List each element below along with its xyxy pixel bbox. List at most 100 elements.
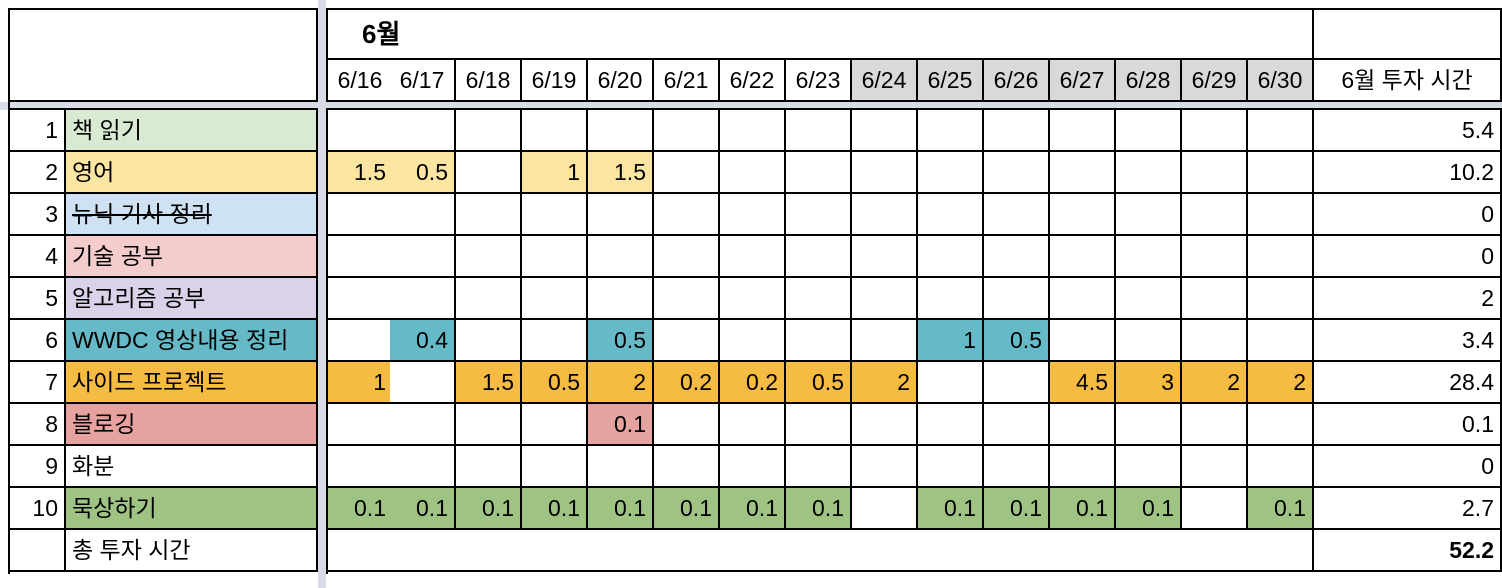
hours-cell[interactable]: 2: [588, 362, 654, 404]
hours-cell[interactable]: [328, 278, 394, 320]
hours-cell[interactable]: [588, 194, 654, 236]
frozen-row-divider[interactable]: [0, 102, 1502, 110]
hours-cell[interactable]: [654, 320, 720, 362]
hours-cell[interactable]: 0.1: [654, 488, 720, 530]
hours-cell[interactable]: [918, 362, 984, 404]
hours-cell[interactable]: [984, 278, 1050, 320]
hours-cell[interactable]: [918, 236, 984, 278]
hours-cell[interactable]: [720, 446, 786, 488]
hours-cell[interactable]: [654, 404, 720, 446]
hours-cell[interactable]: 0.1: [1116, 488, 1182, 530]
hours-cell[interactable]: [654, 446, 720, 488]
date-header[interactable]: 6/18: [456, 60, 522, 102]
hours-cell[interactable]: [1182, 278, 1248, 320]
hours-cell[interactable]: [522, 278, 588, 320]
footer-number-cell[interactable]: [10, 530, 66, 572]
hours-cell[interactable]: [1182, 236, 1248, 278]
hours-cell[interactable]: [918, 446, 984, 488]
hours-cell[interactable]: [328, 320, 394, 362]
hours-cell[interactable]: [1116, 404, 1182, 446]
hours-cell[interactable]: [522, 194, 588, 236]
hours-cell[interactable]: [1248, 236, 1314, 278]
hours-cell[interactable]: [1248, 320, 1314, 362]
hours-cell[interactable]: [390, 404, 456, 446]
hours-cell[interactable]: 0.1: [720, 488, 786, 530]
hours-cell[interactable]: 0.5: [786, 362, 852, 404]
hours-cell[interactable]: [852, 194, 918, 236]
hours-cell[interactable]: [1116, 194, 1182, 236]
row-number[interactable]: 5: [10, 278, 66, 320]
hours-cell[interactable]: [1248, 194, 1314, 236]
hours-cell[interactable]: [1182, 446, 1248, 488]
date-header[interactable]: 6/17: [390, 60, 456, 102]
hours-cell[interactable]: [390, 446, 456, 488]
hours-cell[interactable]: [1182, 488, 1248, 530]
hours-cell[interactable]: [984, 404, 1050, 446]
hours-cell[interactable]: [1050, 194, 1116, 236]
hours-cell[interactable]: [588, 278, 654, 320]
hours-cell[interactable]: [918, 278, 984, 320]
hours-cell[interactable]: [456, 110, 522, 152]
hours-cell[interactable]: [720, 152, 786, 194]
hours-cell[interactable]: [328, 194, 394, 236]
hours-cell[interactable]: [786, 446, 852, 488]
hours-cell[interactable]: [984, 446, 1050, 488]
hours-cell[interactable]: 1.5: [588, 152, 654, 194]
hours-cell[interactable]: [1116, 110, 1182, 152]
hours-cell[interactable]: 0.1: [328, 488, 394, 530]
hours-cell[interactable]: 2: [1248, 362, 1314, 404]
footer-label[interactable]: 총 투자 시간: [66, 530, 318, 572]
hours-cell[interactable]: [1116, 236, 1182, 278]
hours-cell[interactable]: [328, 110, 394, 152]
row-number[interactable]: 3: [10, 194, 66, 236]
hours-cell[interactable]: 0.2: [720, 362, 786, 404]
date-header[interactable]: 6/19: [522, 60, 588, 102]
hours-cell[interactable]: [786, 278, 852, 320]
hours-cell[interactable]: [918, 194, 984, 236]
hours-cell[interactable]: [654, 152, 720, 194]
hours-cell[interactable]: 0.1: [588, 404, 654, 446]
activity-label[interactable]: 뉴닉 기사 정리: [66, 194, 318, 236]
hours-cell[interactable]: [984, 152, 1050, 194]
hours-cell[interactable]: [456, 278, 522, 320]
hours-cell[interactable]: 4.5: [1050, 362, 1116, 404]
hours-cell[interactable]: [654, 236, 720, 278]
date-header[interactable]: 6/30: [1248, 60, 1314, 102]
corner-cell[interactable]: [10, 10, 318, 102]
hours-cell[interactable]: [852, 320, 918, 362]
hours-cell[interactable]: [786, 320, 852, 362]
hours-cell[interactable]: [588, 110, 654, 152]
hours-cell[interactable]: [1248, 446, 1314, 488]
hours-cell[interactable]: [390, 194, 456, 236]
hours-cell[interactable]: [720, 194, 786, 236]
hours-cell[interactable]: [1050, 110, 1116, 152]
hours-cell[interactable]: [1248, 278, 1314, 320]
hours-cell[interactable]: [654, 194, 720, 236]
hours-cell[interactable]: [456, 152, 522, 194]
hours-cell[interactable]: [522, 446, 588, 488]
hours-cell[interactable]: [1050, 446, 1116, 488]
hours-cell[interactable]: 0.1: [390, 488, 456, 530]
row-total-cell[interactable]: 10.2: [1314, 152, 1502, 194]
hours-cell[interactable]: 0.1: [588, 488, 654, 530]
hours-cell[interactable]: [1116, 278, 1182, 320]
hours-cell[interactable]: [1182, 194, 1248, 236]
row-total-cell[interactable]: 0: [1314, 446, 1502, 488]
date-header[interactable]: 6/26: [984, 60, 1050, 102]
frozen-column-divider[interactable]: [318, 0, 326, 588]
hours-cell[interactable]: [918, 110, 984, 152]
hours-cell[interactable]: [1116, 152, 1182, 194]
date-header[interactable]: 6/20: [588, 60, 654, 102]
row-total-cell[interactable]: 0: [1314, 194, 1502, 236]
hours-cell[interactable]: 0.1: [1248, 488, 1314, 530]
hours-cell[interactable]: [720, 236, 786, 278]
hours-cell[interactable]: [786, 194, 852, 236]
hours-cell[interactable]: [786, 152, 852, 194]
hours-cell[interactable]: [390, 236, 456, 278]
hours-cell[interactable]: [1182, 404, 1248, 446]
hours-cell[interactable]: [456, 320, 522, 362]
row-number[interactable]: 8: [10, 404, 66, 446]
hours-cell[interactable]: [1182, 152, 1248, 194]
hours-cell[interactable]: [456, 404, 522, 446]
hours-cell[interactable]: [328, 404, 394, 446]
